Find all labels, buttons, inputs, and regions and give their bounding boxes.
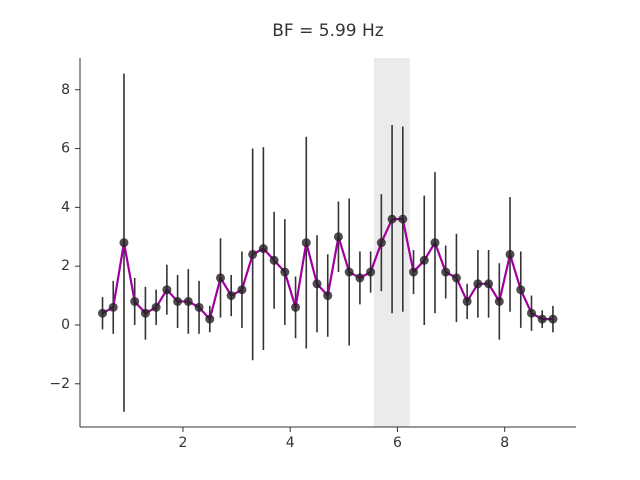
data-point xyxy=(119,238,129,248)
data-point xyxy=(151,302,161,312)
data-point xyxy=(194,302,204,312)
data-point xyxy=(387,214,397,224)
data-point xyxy=(205,314,215,324)
data-point xyxy=(323,291,333,301)
data-point xyxy=(226,291,236,301)
data-point xyxy=(269,255,279,265)
data-point xyxy=(248,249,258,259)
data-point xyxy=(301,238,311,248)
data-point xyxy=(237,285,247,295)
data-point xyxy=(98,308,108,318)
data-point xyxy=(526,308,536,318)
data-point xyxy=(312,279,322,289)
data-point xyxy=(441,267,451,277)
data-point xyxy=(130,296,140,306)
data-point xyxy=(376,238,386,248)
data-point xyxy=(473,279,483,289)
y-tick-label: 2 xyxy=(61,258,70,274)
data-point xyxy=(173,296,183,306)
data-point xyxy=(333,232,343,242)
data-point xyxy=(398,214,408,224)
data-point xyxy=(291,302,301,312)
data-point xyxy=(162,285,172,295)
data-point xyxy=(140,308,150,318)
data-point xyxy=(409,267,419,277)
data-point xyxy=(505,249,515,259)
y-tick-label: 6 xyxy=(61,141,70,157)
data-point xyxy=(484,279,494,289)
data-point xyxy=(430,238,440,248)
chart-title: BF = 5.99 Hz xyxy=(272,21,384,41)
data-point xyxy=(108,302,118,312)
data-point xyxy=(494,296,504,306)
data-point xyxy=(537,314,547,324)
data-point xyxy=(548,314,558,324)
data-point xyxy=(215,273,225,283)
y-tick-label: 8 xyxy=(61,82,70,98)
data-point xyxy=(516,285,526,295)
y-tick-label: 0 xyxy=(61,317,70,333)
data-point xyxy=(355,273,365,283)
x-tick-label: 2 xyxy=(178,435,187,451)
y-tick-label: 4 xyxy=(61,199,70,215)
data-point xyxy=(451,273,461,283)
data-point xyxy=(183,296,193,306)
data-point xyxy=(280,267,290,277)
y-tick-label: −2 xyxy=(49,376,70,392)
data-point xyxy=(462,296,472,306)
data-point xyxy=(258,244,268,254)
x-tick-label: 4 xyxy=(286,435,295,451)
data-point xyxy=(419,255,429,265)
x-tick-label: 6 xyxy=(393,435,402,451)
x-tick-label: 8 xyxy=(500,435,509,451)
data-point xyxy=(366,267,376,277)
data-point xyxy=(344,267,354,277)
